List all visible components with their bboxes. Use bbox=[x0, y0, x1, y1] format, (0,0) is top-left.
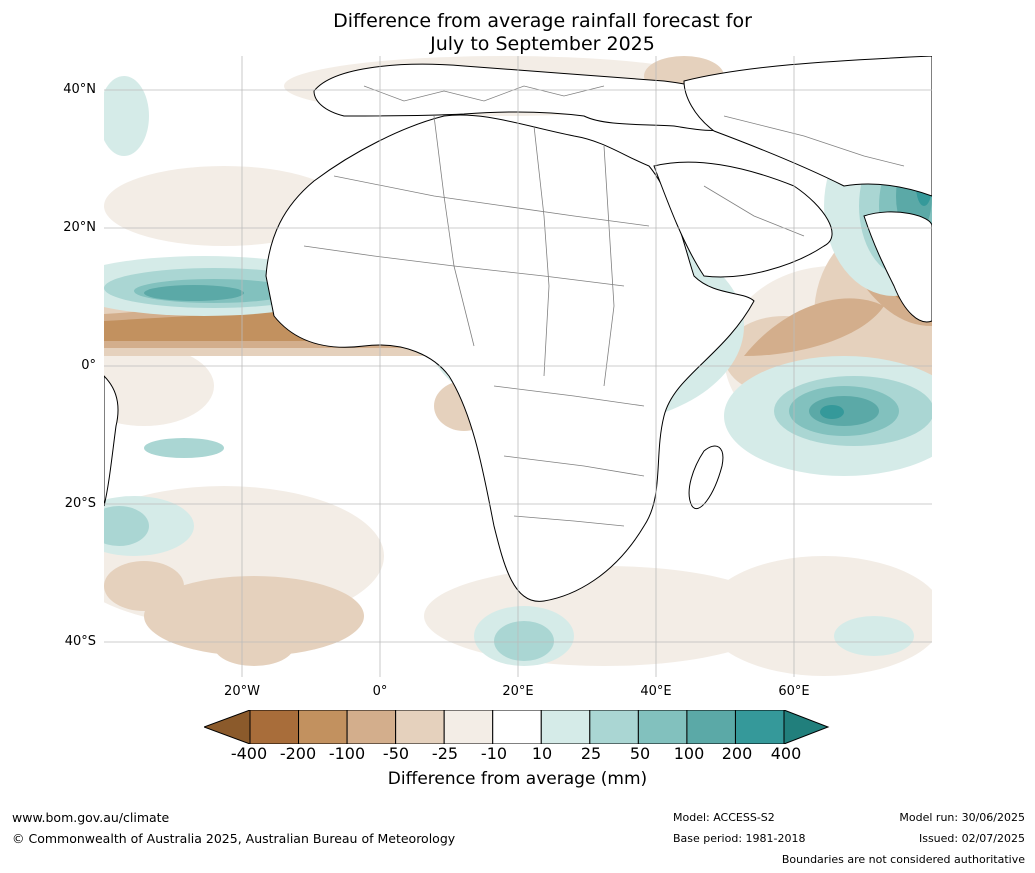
europe-outline bbox=[313, 63, 755, 131]
colorbar-swatch bbox=[637, 710, 688, 744]
lat-label-40s: 40°S bbox=[64, 634, 96, 649]
colorbar-tick: 25 bbox=[580, 744, 602, 763]
colorbar-tick: -200 bbox=[279, 744, 317, 763]
lon-label-0: 0° bbox=[372, 684, 388, 699]
arabia-outline bbox=[653, 161, 833, 278]
colorbar-swatch bbox=[443, 710, 494, 744]
colorbar-extend-low bbox=[204, 710, 251, 744]
south-america-tip-outline bbox=[104, 375, 119, 507]
country-borders bbox=[303, 85, 905, 527]
land-outlines bbox=[104, 56, 932, 602]
colorbar-tick: 400 bbox=[770, 744, 802, 763]
lon-label-60e: 60°E bbox=[778, 684, 810, 699]
colorbar-swatch bbox=[734, 710, 785, 744]
lon-label-20w: 20°W bbox=[224, 684, 260, 699]
lon-label-20e: 20°E bbox=[502, 684, 534, 699]
colorbar-tick: -400 bbox=[230, 744, 268, 763]
colorbar-swatch bbox=[346, 710, 397, 744]
footer-copyright: © Commonwealth of Australia 2025, Austra… bbox=[12, 831, 456, 846]
colorbar-swatch bbox=[492, 710, 542, 744]
footer-base-period: Base period: 1981-2018 bbox=[673, 832, 806, 845]
chart-title-line-2: July to September 2025 bbox=[430, 33, 655, 55]
colorbar-extend-high bbox=[783, 710, 830, 744]
colorbar-tick: 50 bbox=[629, 744, 651, 763]
colorbar-tick: 10 bbox=[531, 744, 553, 763]
colorbar-tick: -25 bbox=[431, 744, 459, 763]
lon-label-40e: 40°E bbox=[640, 684, 672, 699]
chart-title-line-1: Difference from average rainfall forecas… bbox=[333, 10, 752, 32]
colorbar-tick: 100 bbox=[673, 744, 705, 763]
colorbar-swatch bbox=[540, 710, 591, 744]
colorbar-tick: -100 bbox=[328, 744, 366, 763]
india-outline bbox=[863, 211, 932, 323]
footer-disclaimer: Boundaries are not considered authoritat… bbox=[781, 853, 1025, 866]
rainfall-difference-map bbox=[104, 56, 932, 677]
footer-model: Model: ACCESS-S2 bbox=[673, 811, 775, 824]
colorbar-swatch bbox=[249, 710, 300, 744]
colorbar-tick: -10 bbox=[480, 744, 508, 763]
colorbar bbox=[204, 710, 830, 744]
colorbar-swatch bbox=[395, 710, 445, 744]
lat-label-20s: 20°S bbox=[64, 496, 96, 511]
lat-label-20n: 20°N bbox=[63, 220, 96, 235]
madagascar-outline bbox=[688, 445, 724, 509]
lat-label-0: 0° bbox=[81, 358, 96, 373]
middle-east-outline bbox=[683, 56, 932, 197]
footer-website: www.bom.gov.au/climate bbox=[12, 810, 170, 825]
colorbar-swatch bbox=[589, 710, 639, 744]
footer-issued: Issued: 02/07/2025 bbox=[918, 832, 1025, 845]
colorbar-swatch bbox=[298, 710, 348, 744]
lat-label-40n: 40°N bbox=[63, 82, 96, 97]
colorbar-label: Difference from average (mm) bbox=[387, 769, 648, 789]
colorbar-tick: 200 bbox=[721, 744, 753, 763]
colorbar-swatch bbox=[686, 710, 736, 744]
graticule bbox=[104, 56, 932, 677]
africa-outline bbox=[265, 114, 755, 602]
footer-model-run: Model run: 30/06/2025 bbox=[899, 811, 1025, 824]
colorbar-tick: -50 bbox=[382, 744, 410, 763]
